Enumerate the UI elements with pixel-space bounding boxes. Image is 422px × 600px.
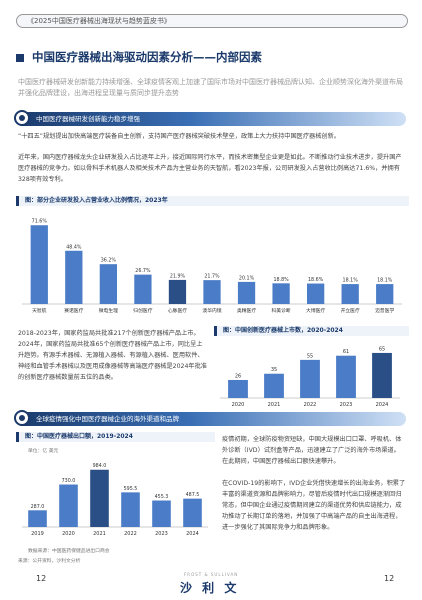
bar bbox=[376, 284, 394, 304]
bar bbox=[152, 500, 171, 527]
tick-label: 2022 bbox=[304, 402, 317, 408]
chart3-unit: 单位：亿 美元 bbox=[28, 449, 59, 454]
tick-label: 大博医疗 bbox=[306, 307, 325, 314]
source-note: 来源：公开资料，沙利文分析 bbox=[18, 559, 81, 564]
tick-label: 2023 bbox=[340, 402, 353, 408]
section-title: 全球疫情强化中国医疗器械企业的海外渠道和品牌 bbox=[36, 415, 179, 423]
data-label: 55 bbox=[307, 353, 313, 359]
tick-label: 赛诺医疗 bbox=[64, 307, 83, 314]
bar bbox=[30, 225, 48, 304]
data-label: 18.8% bbox=[273, 277, 289, 283]
title-square-icon bbox=[16, 54, 24, 62]
data-label: 287.0 bbox=[31, 504, 45, 510]
bar bbox=[99, 264, 117, 304]
data-source-note: 数据来源：中国医药保健品进出口商会 bbox=[28, 549, 110, 554]
data-label: 61 bbox=[343, 349, 349, 355]
paragraph-innovation-approvals: 2018-2023年，国家药监局共批准217个创新医疗器械产品上市。2024年，… bbox=[18, 330, 207, 381]
paragraph-policy: “十四五”规划提出加快高端医疗装备自主创新，支持国产医疗器械突破技术壁垒，政策上… bbox=[18, 133, 340, 140]
data-label: 455.3 bbox=[155, 494, 169, 500]
tick-label: 科美诊断 bbox=[271, 307, 290, 314]
paragraph-rd: 近年来，国内医疗器械龙头企业研发投入占比逐年上升，接近国际同行水平，而技术密集型… bbox=[18, 154, 402, 183]
tick-label: 归创医疗 bbox=[133, 307, 152, 314]
data-label: 18.1% bbox=[343, 278, 359, 284]
tick-label: 2021 bbox=[268, 402, 281, 408]
bar bbox=[134, 274, 152, 304]
page-title-block: 中国医疗器械出海驱动因素分析——内部因素 bbox=[16, 50, 406, 64]
data-label: 21.7% bbox=[204, 274, 220, 280]
tick-label: 2020 bbox=[232, 402, 245, 408]
section-bullet-icon bbox=[14, 110, 30, 126]
data-label: 730.0 bbox=[62, 478, 76, 484]
tick-label: 开立医疗 bbox=[341, 307, 360, 314]
data-label: 20.1% bbox=[239, 275, 255, 281]
data-label: 71.6% bbox=[32, 219, 48, 225]
page-number-left: 12 bbox=[36, 574, 47, 583]
section-bar-pandemic: 全球疫情强化中国医疗器械企业的海外渠道和品牌 bbox=[14, 410, 406, 426]
data-label: 487.5 bbox=[186, 492, 200, 498]
tick-label: 微电生理 bbox=[99, 307, 118, 314]
data-label: 36.2% bbox=[101, 258, 117, 264]
bar bbox=[336, 355, 356, 398]
export-value-chart: 287.0 2019 730.0 2020 984.0 2021 595.5 2022 455.… bbox=[22, 463, 208, 537]
bar bbox=[300, 359, 320, 398]
data-label: 984.0 bbox=[93, 463, 107, 469]
section-bar-innovation: 中国医疗器械研发创新能力稳步增强 bbox=[14, 110, 406, 126]
bar bbox=[228, 379, 248, 398]
data-label: 18.1% bbox=[377, 278, 393, 284]
paragraph-pandemic-impact: 在COVID-19的影响下，IVD企业凭借快速增长的出海业务，积累了丰富的渠道资… bbox=[222, 480, 406, 531]
page-number-right: 12 bbox=[384, 574, 395, 583]
tick-label: 2019 bbox=[31, 531, 44, 537]
tick-label: 心脉医疗 bbox=[168, 307, 187, 314]
data-label: 35 bbox=[271, 367, 277, 373]
data-label: 65 bbox=[379, 346, 385, 352]
bar bbox=[59, 484, 78, 527]
logo-en: FROST & SULLIVAN bbox=[184, 572, 239, 577]
bar bbox=[183, 498, 202, 527]
bar bbox=[203, 280, 221, 304]
tick-label: 2024 bbox=[376, 402, 389, 408]
bar bbox=[168, 279, 187, 304]
data-label: 21.9% bbox=[170, 273, 186, 279]
section-title: 中国医疗器械研发创新能力稳步增强 bbox=[36, 115, 140, 123]
data-label: 595.5 bbox=[124, 486, 138, 492]
bar bbox=[307, 283, 325, 304]
innovation-approvals-chart: 26 2020 35 2021 55 2022 61 2023 65 2024 bbox=[220, 346, 400, 408]
report-title: 《2025中国医疗器械出海现状与趋势蓝皮书》 bbox=[27, 17, 171, 25]
data-label: 48.4% bbox=[66, 244, 82, 250]
tick-label: 2022 bbox=[124, 531, 137, 537]
tick-label: 2023 bbox=[155, 531, 168, 537]
bar bbox=[264, 373, 284, 398]
tick-label: 2024 bbox=[186, 531, 199, 537]
data-label: 26.7% bbox=[135, 268, 151, 274]
bar bbox=[341, 284, 359, 304]
tick-label: 2020 bbox=[62, 531, 75, 537]
data-label: 18.6% bbox=[308, 277, 324, 283]
bar bbox=[272, 283, 290, 304]
bar bbox=[121, 492, 140, 527]
tick-label: 澳华内镜 bbox=[202, 307, 221, 314]
bar bbox=[28, 510, 47, 527]
data-label: 26 bbox=[235, 373, 241, 379]
tick-label: 迈普医学 bbox=[375, 307, 394, 314]
logo-cn: 沙 利 文 bbox=[180, 581, 240, 595]
report-header: 《2025中国医疗器械出海现状与趋势蓝皮书》 bbox=[16, 14, 408, 28]
intro-paragraph: 中国医疗器械研发创新能力持续增强、全球疫情客观上加速了国际市场对中国医疗器械品牌… bbox=[18, 78, 403, 97]
chart3-label: 图：中国医疗器械出口额，2019-2024 bbox=[25, 433, 133, 440]
chart2-header: 图：中国创新医疗器械上市数，2020-2024 bbox=[214, 326, 409, 336]
bar bbox=[372, 352, 392, 398]
tick-label: 天智航 bbox=[32, 307, 47, 314]
chart1-header: 图：部分企业研发投入占营业收入比例情况，2023年 bbox=[16, 196, 409, 206]
bar bbox=[90, 469, 109, 527]
page-title: 中国医疗器械出海驱动因素分析——内部因素 bbox=[32, 50, 262, 64]
tick-label: 2021 bbox=[93, 531, 106, 537]
chart3-header: 图：中国医疗器械出口额，2019-2024 bbox=[16, 432, 215, 442]
tick-label: 奥精医疗 bbox=[237, 307, 256, 314]
bar bbox=[65, 250, 83, 304]
rd-ratio-chart: 71.6% 天智航 48.4% 赛诺医疗 36.2% 微电生理 26.7% 归创医疗 21.9%… bbox=[22, 219, 402, 314]
chart1-label: 图：部分企业研发投入占营业收入比例情况，2023年 bbox=[25, 197, 168, 204]
section-bullet-icon bbox=[14, 410, 30, 426]
bar bbox=[237, 281, 256, 304]
paragraph-pandemic-early: 疫情初期，全球防疫物资短缺，中国大规模出口口罩、呼吸机、体外诊断（IVD）试剂盒… bbox=[222, 436, 402, 465]
chart2-label: 图：中国创新医疗器械上市数，2020-2024 bbox=[223, 327, 343, 334]
